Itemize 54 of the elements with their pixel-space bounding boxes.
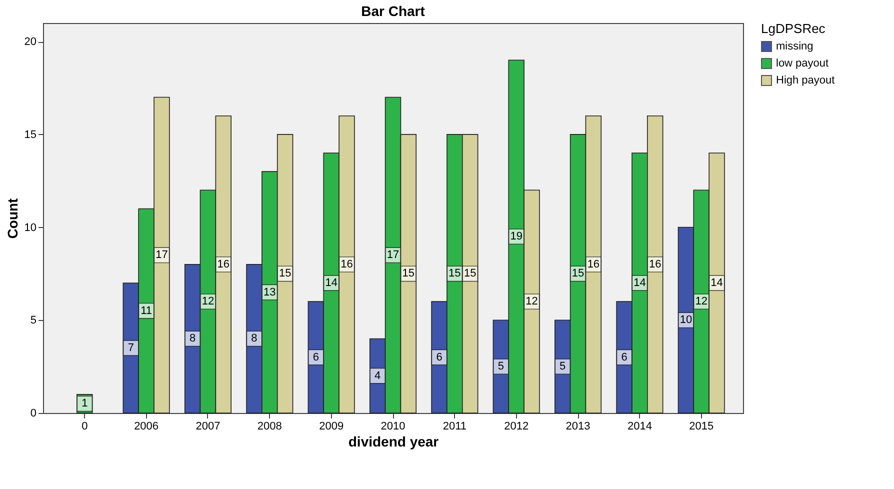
legend-label: missing: [776, 40, 814, 52]
data-label: 6: [621, 351, 628, 364]
data-label: 6: [312, 351, 319, 364]
data-label: 8: [251, 332, 258, 345]
x-tick-label: 2013: [566, 420, 590, 432]
x-tick-label: 2014: [627, 420, 652, 432]
data-label: 15: [402, 268, 415, 280]
data-label: 8: [189, 332, 196, 345]
data-label: 12: [202, 296, 214, 308]
y-tick-label: 10: [24, 222, 36, 234]
data-label: 14: [325, 277, 338, 289]
data-label: 14: [710, 277, 723, 289]
y-tick-label: 0: [30, 408, 36, 420]
x-tick-label: 2011: [442, 420, 466, 432]
data-label: 17: [156, 249, 168, 262]
data-label: 12: [695, 296, 708, 308]
x-tick-label: 2009: [319, 420, 344, 432]
data-label: 17: [386, 249, 400, 262]
data-label: 13: [264, 286, 276, 298]
legend-label: low payout: [776, 58, 829, 70]
data-label: 16: [340, 258, 353, 270]
data-label: 12: [526, 296, 538, 308]
data-label: 16: [217, 258, 230, 270]
data-label: 15: [278, 268, 292, 280]
x-tick-label: 2010: [380, 420, 406, 432]
x-tick-label: 2015: [689, 420, 714, 432]
data-label: 5: [560, 360, 566, 373]
data-label: 7: [128, 342, 134, 354]
legend-title: LgDPSRec: [761, 21, 826, 36]
data-label: 15: [464, 268, 476, 280]
x-tick-label: 0: [82, 420, 88, 432]
x-tick-label: 2007: [196, 420, 220, 432]
x-tick-label: 2008: [257, 420, 282, 432]
data-label: 6: [436, 351, 442, 364]
x-tick-label: 2006: [134, 420, 159, 432]
data-label: 19: [510, 230, 522, 243]
y-tick-label: 15: [24, 128, 36, 141]
y-tick-label: 5: [30, 314, 36, 327]
chart-title: Bar Chart: [361, 3, 426, 19]
data-label: 4: [374, 370, 381, 382]
legend-label: High payout: [776, 74, 835, 86]
y-axis-title: Count: [4, 198, 20, 239]
data-label: 16: [648, 258, 662, 270]
data-label: 5: [498, 360, 504, 373]
data-label: 10: [680, 314, 692, 326]
x-tick-label: 2012: [504, 420, 529, 432]
data-label: 1: [82, 398, 88, 410]
data-label: 11: [140, 304, 152, 317]
x-axis-title: dividend year: [348, 434, 440, 450]
data-label: 16: [587, 258, 600, 270]
data-label: 15: [572, 268, 584, 280]
data-label: 15: [448, 268, 461, 280]
data-label: 14: [634, 277, 646, 289]
y-tick-label: 20: [24, 36, 36, 48]
